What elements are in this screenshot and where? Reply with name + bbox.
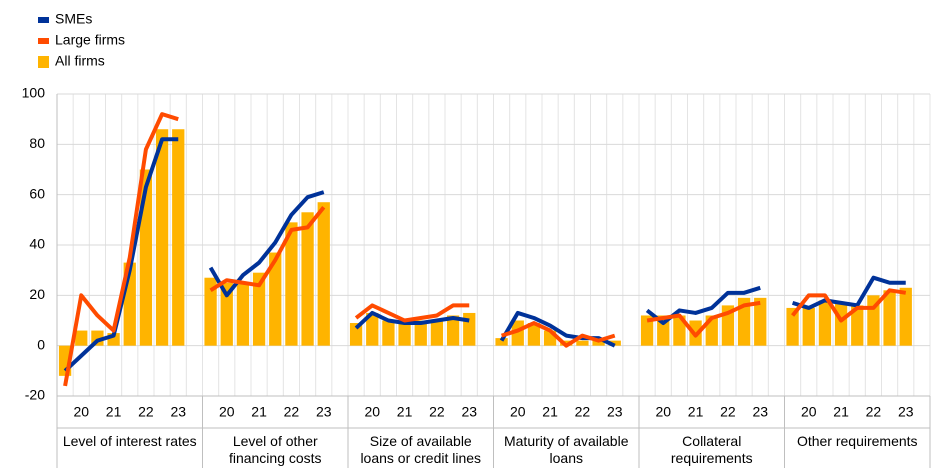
legend-swatch — [38, 17, 49, 23]
x-tick-label: 20 — [219, 404, 235, 420]
group-label: Size of available loans or credit lines — [360, 433, 482, 466]
line — [208, 190, 325, 298]
x-tick-label: 23 — [461, 404, 477, 420]
x-tick-label: 20 — [801, 404, 817, 420]
bar — [754, 297, 767, 346]
group-label: Level of interest rates — [62, 433, 197, 449]
y-tick-label: 100 — [22, 85, 46, 101]
bar — [301, 212, 314, 346]
y-tick-label: 0 — [37, 336, 45, 352]
x-tick-label: 21 — [251, 404, 267, 420]
x-tick-label: 20 — [655, 404, 671, 420]
x-tick-label: 23 — [752, 404, 768, 420]
bar — [899, 287, 912, 346]
y-tick-label: 60 — [29, 185, 45, 201]
bar — [317, 202, 330, 346]
bar — [818, 300, 832, 346]
x-tick-label: 22 — [866, 404, 882, 420]
bar — [430, 320, 444, 346]
bar — [737, 297, 751, 346]
x-tick-label: 20 — [364, 404, 380, 420]
y-tick-label: 20 — [29, 286, 45, 302]
line — [791, 288, 907, 323]
line — [645, 285, 761, 326]
bar — [786, 307, 799, 346]
bar — [75, 330, 88, 346]
bar — [834, 302, 848, 346]
bar — [366, 312, 379, 346]
bar — [398, 323, 411, 346]
x-tick-label: 23 — [316, 404, 332, 420]
y-tick-label: 80 — [29, 135, 45, 151]
bar — [252, 272, 266, 346]
legend-label: All firms — [55, 53, 105, 69]
bar — [220, 282, 233, 346]
bar — [285, 222, 298, 346]
x-tick-label: 23 — [607, 404, 623, 420]
bar — [349, 323, 363, 346]
group-label: Other requirements — [796, 433, 918, 449]
bar — [673, 315, 686, 346]
bar — [414, 320, 427, 346]
legend-swatch — [38, 38, 49, 44]
group-label: Maturity of available loans — [503, 433, 629, 466]
line — [209, 205, 326, 292]
bar — [495, 338, 508, 346]
line — [646, 300, 761, 338]
x-tick-label: 20 — [73, 404, 89, 420]
legend-swatch — [38, 56, 49, 68]
bar — [576, 340, 589, 346]
bar — [155, 129, 169, 346]
bar — [640, 315, 654, 346]
line — [63, 112, 179, 387]
bar — [236, 282, 250, 346]
bar — [382, 320, 395, 346]
x-tick-label: 21 — [688, 404, 704, 420]
legend-label: SMEs — [55, 11, 92, 27]
x-tick-label: 22 — [138, 404, 154, 420]
bar — [527, 323, 541, 346]
x-tick-label: 21 — [106, 404, 122, 420]
legend-label: Large firms — [55, 32, 125, 48]
x-tick-label: 22 — [429, 404, 445, 420]
bar — [883, 290, 896, 346]
bar — [851, 305, 864, 346]
line — [354, 310, 470, 330]
y-tick-label: 40 — [29, 236, 45, 252]
bar — [269, 252, 282, 346]
x-tick-label: 21 — [833, 404, 849, 420]
x-tick-label: 22 — [720, 404, 736, 420]
bar — [802, 307, 815, 346]
x-tick-label: 22 — [575, 404, 591, 420]
line — [500, 321, 616, 348]
line — [354, 303, 470, 323]
bar — [204, 277, 217, 346]
bar — [511, 320, 524, 346]
x-tick-label: 22 — [284, 404, 300, 420]
line — [791, 275, 906, 310]
x-tick-label: 21 — [397, 404, 413, 420]
x-tick-label: 23 — [898, 404, 914, 420]
x-tick-label: 23 — [170, 404, 186, 420]
group-label: Level of other financing costs — [228, 433, 322, 466]
y-tick-label: -20 — [25, 387, 45, 403]
x-tick-label: 20 — [510, 404, 526, 420]
x-tick-label: 21 — [542, 404, 558, 420]
bar — [172, 129, 185, 346]
bar — [446, 315, 460, 346]
bar — [139, 169, 153, 346]
group-label: Collateral requirements — [670, 433, 753, 466]
bar — [608, 340, 621, 346]
